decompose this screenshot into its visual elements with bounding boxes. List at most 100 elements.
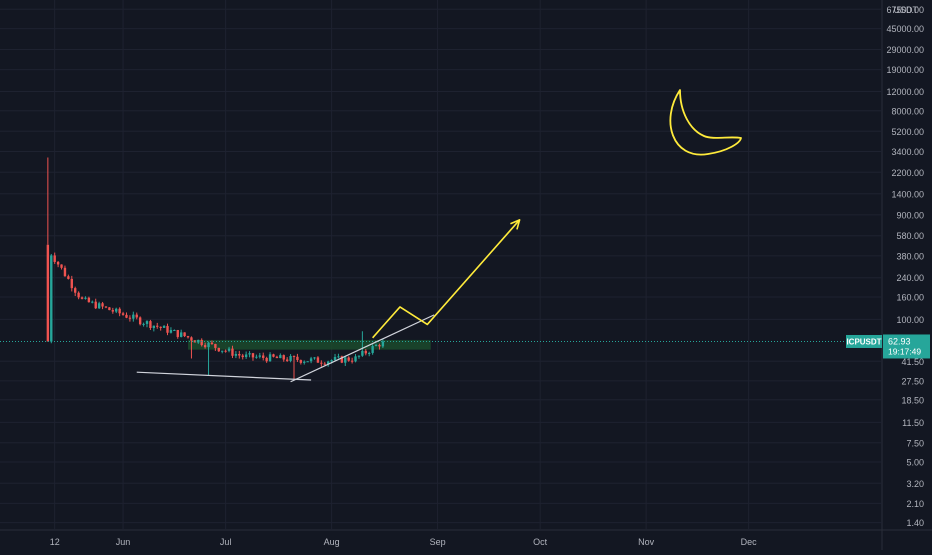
resistance-zone-rect	[188, 339, 431, 350]
candle-body	[74, 288, 77, 293]
price-axis[interactable]: 67500.00 45000.00 29000.00 19000.00 12000.00…	[886, 5, 924, 528]
candle-body	[193, 340, 197, 343]
x-tick-label: 12	[50, 537, 60, 547]
y-tick-label: 2200.00	[891, 168, 924, 178]
candle-body	[203, 345, 207, 348]
candle-body	[272, 354, 275, 357]
candle-body	[190, 337, 193, 341]
y-tick-label: 18.50	[901, 395, 924, 405]
candle-body	[210, 342, 214, 344]
candle-body	[128, 317, 132, 319]
candle-body	[275, 356, 279, 359]
candle-body	[374, 344, 378, 347]
x-tick-label: Sep	[430, 537, 446, 547]
y-tick-label: 5200.00	[891, 127, 924, 137]
candle-body	[63, 267, 67, 277]
candle-body	[60, 264, 63, 268]
candle-body	[169, 330, 173, 333]
y-tick-label: 1400.00	[891, 189, 924, 199]
candle-body	[282, 355, 285, 360]
y-tick-label: 27.50	[901, 376, 924, 386]
candle-body	[183, 332, 186, 337]
candle-body	[244, 354, 248, 358]
candle-body	[326, 361, 330, 365]
y-tick-label: 3.20	[906, 479, 924, 489]
last-price-tag-bg	[883, 334, 930, 359]
candle-body	[217, 347, 220, 352]
y-tick-label: 100.00	[896, 315, 924, 325]
time-axis[interactable]: 12 Jun Jul Aug Sep Oct Nov Dec	[50, 537, 757, 547]
x-tick-label: Aug	[324, 537, 340, 547]
candle-body	[258, 355, 262, 357]
candle-body	[292, 356, 296, 358]
y-tick-label: 580.00	[896, 231, 924, 241]
candle-body	[381, 341, 385, 347]
candle-body	[152, 325, 156, 328]
candle-body	[46, 244, 50, 342]
candle-body	[241, 355, 244, 358]
candle-body	[50, 255, 53, 342]
y-tick-label: 2.10	[906, 499, 924, 509]
candle-body	[262, 355, 265, 358]
y-tick-label: 41.50	[901, 357, 924, 367]
candle-body	[125, 314, 128, 318]
candle-body	[149, 321, 152, 328]
candle-body	[214, 343, 217, 348]
candle-body	[77, 292, 80, 298]
candle-body	[108, 307, 111, 311]
candle-body	[224, 350, 227, 352]
candle-body	[53, 255, 56, 262]
y-tick-label: 240.00	[896, 273, 924, 283]
candle-body	[145, 321, 149, 324]
projection-arrowhead	[510, 219, 521, 230]
candle-body	[97, 303, 101, 309]
candle-body	[313, 357, 316, 359]
candle-body	[361, 350, 364, 356]
candle-body	[91, 301, 94, 303]
candle-body	[378, 344, 381, 347]
candle-body	[227, 348, 231, 351]
candle-body	[306, 361, 309, 363]
candle-body	[251, 353, 255, 358]
candle-body	[115, 308, 118, 312]
candle-body	[94, 301, 97, 309]
y-tick-label: 8000.00	[891, 106, 924, 116]
y-tick-label: 11.50	[902, 418, 924, 428]
symbol-tag-bg	[846, 334, 882, 348]
candle-body	[101, 303, 104, 307]
candle-body	[173, 329, 176, 331]
y-tick-label: 5.00	[906, 458, 924, 468]
y-tick-label: 1.40	[906, 518, 924, 528]
symbol-tag-text: ICPUSDT	[846, 337, 881, 346]
candle-body	[118, 308, 121, 314]
candle-body	[234, 354, 238, 356]
candle-body	[340, 356, 344, 363]
candle-body	[316, 357, 320, 363]
countdown-value: 19:17:49	[888, 346, 921, 356]
candle-body	[248, 353, 251, 355]
candle-body	[142, 323, 145, 325]
candle-body	[368, 352, 371, 354]
candle-body	[221, 350, 224, 352]
support-line	[136, 371, 312, 381]
candle-body	[186, 336, 190, 338]
candle-body	[138, 317, 142, 325]
candle-body	[303, 361, 306, 363]
candle-body	[111, 310, 115, 312]
drawings	[0, 89, 882, 383]
candle-body	[364, 350, 367, 354]
candle-body	[344, 357, 347, 363]
last-price-value: 62.93	[888, 336, 911, 346]
candle-body	[87, 297, 91, 303]
y-tick-label: 67500.00	[886, 5, 924, 15]
candle-body	[285, 359, 289, 361]
candle-body	[67, 276, 70, 279]
candle-body	[84, 297, 87, 299]
resistance-zone	[188, 339, 431, 350]
y-tick-label: 7.50	[906, 438, 924, 448]
x-tick-label: Nov	[638, 537, 655, 547]
candle-body	[255, 356, 258, 358]
